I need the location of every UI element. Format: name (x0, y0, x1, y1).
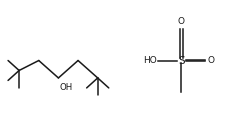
Text: HO: HO (143, 56, 157, 65)
Text: OH: OH (60, 83, 73, 92)
Text: O: O (207, 56, 214, 65)
Text: S: S (178, 56, 185, 66)
Text: O: O (178, 17, 185, 26)
